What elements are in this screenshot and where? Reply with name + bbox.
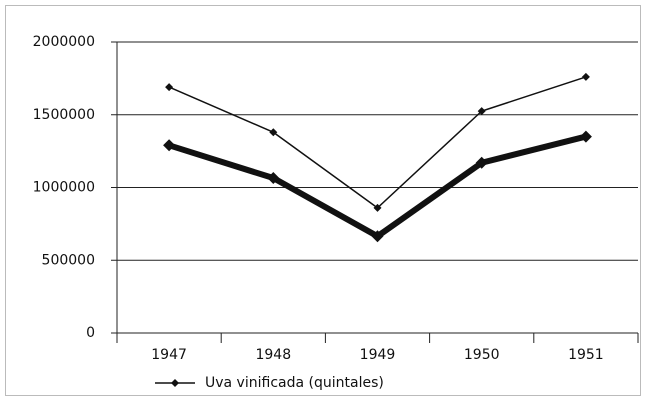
x-tick-label: 1949 — [360, 347, 396, 363]
y-tick-label: 500000 — [42, 252, 95, 268]
x-tick-label: 1948 — [255, 347, 291, 363]
legend-marker — [171, 379, 179, 387]
marker — [477, 107, 486, 116]
legend-label: Uva vinificada (quintales) — [205, 375, 384, 391]
marker — [269, 128, 278, 137]
marker — [579, 130, 592, 143]
y-tick-label: 1000000 — [33, 180, 95, 196]
series-line — [168, 133, 587, 240]
x-tick-label: 1947 — [151, 347, 187, 363]
frame — [5, 5, 641, 396]
marker — [475, 156, 488, 169]
marker — [371, 230, 384, 243]
marker — [163, 139, 176, 152]
marker — [165, 83, 174, 92]
x-tick-label: 1951 — [568, 347, 604, 363]
y-tick-label: 2000000 — [33, 34, 95, 50]
x-tick-label: 1950 — [464, 347, 500, 363]
marker — [267, 172, 280, 185]
marker — [373, 203, 382, 212]
y-tick-label: 1500000 — [33, 107, 95, 123]
y-tick-label: 0 — [86, 325, 95, 341]
marker — [581, 72, 590, 81]
series-line — [168, 76, 587, 209]
